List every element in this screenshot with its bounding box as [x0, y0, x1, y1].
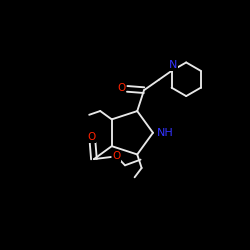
Text: N: N [169, 60, 177, 70]
Text: O: O [87, 132, 96, 142]
Text: O: O [112, 151, 120, 161]
Text: O: O [117, 83, 126, 93]
Text: NH: NH [157, 128, 174, 138]
